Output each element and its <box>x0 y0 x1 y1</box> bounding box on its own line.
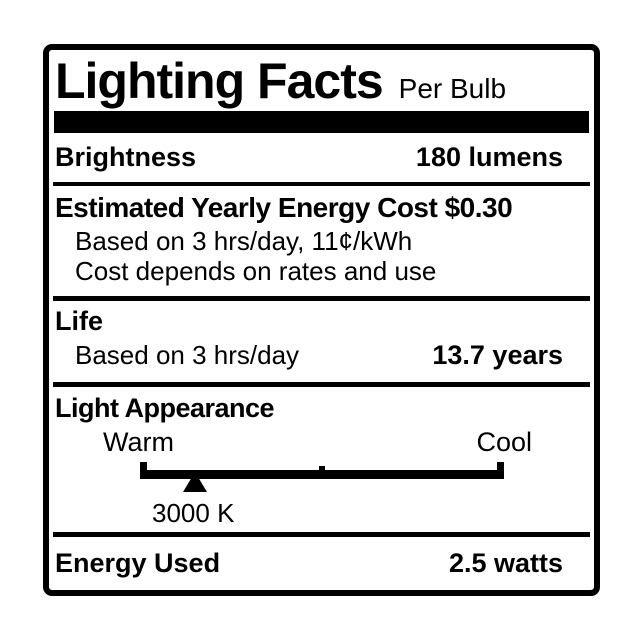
brightness-row: Brightness 180 lumens <box>55 133 588 182</box>
energy-cost-section: Estimated Yearly Energy Cost $0.30 Based… <box>55 186 588 296</box>
warm-label: Warm <box>103 427 174 457</box>
life-basis: Based on 3 hrs/day <box>75 340 300 370</box>
energy-cost-basis: Based on 3 hrs/day, 11¢/kWh <box>75 226 413 256</box>
energy-used-value: 2.5 watts <box>448 548 563 578</box>
energy-cost-heading: Estimated Yearly Energy Cost $0.30 <box>55 192 513 223</box>
lighting-facts-label: Lighting Facts Per Bulb Brightness 180 l… <box>43 44 600 596</box>
energy-used-row: Energy Used 2.5 watts <box>55 537 588 590</box>
life-value: 13.7 years <box>432 340 563 370</box>
color-temperature-value: 3000 K <box>152 498 235 528</box>
light-appearance-heading: Light Appearance <box>55 393 275 423</box>
brightness-label: Brightness <box>55 142 197 172</box>
energy-cost-note: Cost depends on rates and use <box>75 256 437 286</box>
rule-below-energy-cost <box>53 296 590 301</box>
life-section: Life Based on 3 hrs/day 13.7 years <box>55 301 588 382</box>
life-heading: Life <box>55 306 104 336</box>
rule-below-light-appearance <box>53 532 590 537</box>
scale-tick-right <box>497 462 504 479</box>
header-divider-bar <box>54 111 589 133</box>
label-title: Lighting Facts <box>55 53 384 109</box>
rule-below-life <box>53 382 590 387</box>
label-subtitle: Per Bulb <box>398 73 507 104</box>
scale-tick-left <box>140 462 147 479</box>
brightness-value: 180 lumens <box>415 142 563 172</box>
light-appearance-section: Light Appearance Warm Cool 3000 K <box>55 387 588 532</box>
color-temperature-scale <box>140 462 504 492</box>
warm-cool-labels: Warm Cool <box>55 427 588 458</box>
triangle-marker-icon <box>182 472 207 492</box>
rule-below-brightness <box>53 182 590 186</box>
life-row: Based on 3 hrs/day 13.7 years <box>55 340 588 371</box>
label-header: Lighting Facts Per Bulb <box>55 50 588 111</box>
cool-label: Cool <box>476 427 532 457</box>
scale-tick-mid <box>319 466 325 479</box>
energy-used-label: Energy Used <box>55 548 221 578</box>
